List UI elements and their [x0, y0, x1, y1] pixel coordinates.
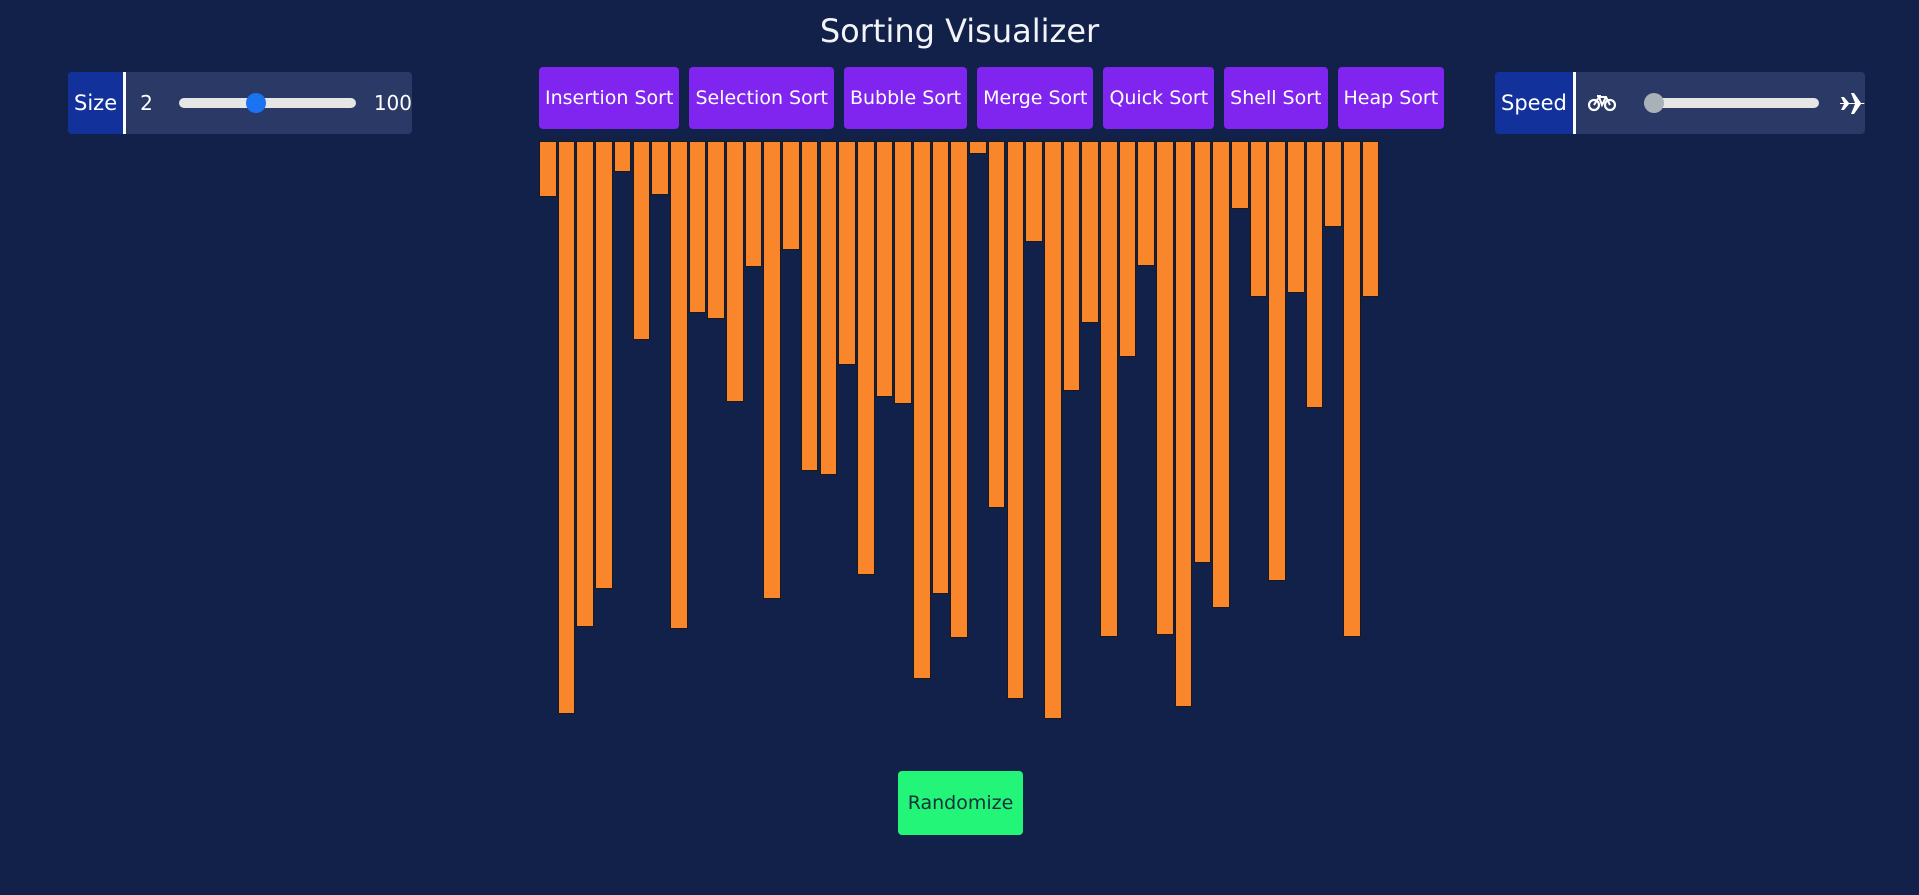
array-bar: [651, 141, 669, 195]
array-bar: [782, 141, 800, 250]
algorithm-button-heap-sort[interactable]: Heap Sort: [1337, 67, 1445, 129]
size-control: Size 2 100: [68, 72, 412, 134]
array-bar: [1287, 141, 1305, 293]
speed-label: Speed: [1495, 72, 1576, 134]
array-bar: [950, 141, 969, 638]
array-bar: [894, 141, 912, 404]
array-bar: [856, 141, 875, 575]
randomize-button[interactable]: Randomize: [898, 771, 1023, 835]
array-bar: [1230, 141, 1249, 209]
array-bar: [913, 141, 931, 679]
array-bar: [1193, 141, 1212, 563]
array-bar: [969, 141, 987, 154]
speed-slider-thumb[interactable]: [1643, 93, 1664, 113]
array-bar: [1305, 141, 1324, 408]
speed-control: Speed: [1495, 72, 1865, 134]
size-slider-thumb[interactable]: [246, 93, 267, 113]
array-bar: [800, 141, 819, 471]
array-bar: [688, 141, 707, 313]
array-bar: [875, 141, 894, 397]
array-bar: [1062, 141, 1081, 391]
size-max-value: 100: [373, 91, 412, 115]
array-bar: [539, 141, 557, 197]
algorithm-button-selection-sort[interactable]: Selection Sort: [689, 67, 834, 129]
airplane-icon: [1839, 92, 1865, 114]
array-bar: [613, 141, 632, 172]
array-bar: [576, 141, 595, 627]
array-bar: [595, 141, 613, 589]
algorithm-button-quick-sort[interactable]: Quick Sort: [1103, 67, 1215, 129]
array-bar: [931, 141, 950, 594]
array-bar: [1268, 141, 1286, 581]
array-bar: [763, 141, 782, 599]
array-bar: [557, 141, 576, 714]
array-bar: [1081, 141, 1099, 323]
algorithm-buttons: Insertion Sort Selection Sort Bubble Sort M…: [539, 67, 1445, 129]
array-bar: [1100, 141, 1118, 637]
array-bar: [1249, 141, 1268, 297]
array-bar: [1043, 141, 1062, 719]
algorithm-button-shell-sort[interactable]: Shell Sort: [1224, 67, 1328, 129]
algorithm-button-bubble-sort[interactable]: Bubble Sort: [843, 67, 968, 129]
array-bar: [1343, 141, 1361, 637]
array-bar: [669, 141, 688, 629]
array-bar: [838, 141, 856, 365]
array-bar: [632, 141, 651, 340]
array-bar: [1137, 141, 1156, 266]
page-title: Sorting Visualizer: [819, 12, 1100, 50]
algorithm-button-merge-sort[interactable]: Merge Sort: [977, 67, 1094, 129]
array-bar: [1324, 141, 1343, 227]
size-min-value: 2: [140, 91, 153, 115]
algorithm-button-insertion-sort[interactable]: Insertion Sort: [539, 67, 680, 129]
array-bar: [1006, 141, 1025, 699]
array-bar: [1174, 141, 1193, 707]
size-label: Size: [68, 72, 127, 134]
array-bar: [1156, 141, 1174, 635]
array-bar: [987, 141, 1006, 508]
array-bar: [1361, 141, 1380, 297]
array-bar: [744, 141, 763, 267]
array-bar: [1212, 141, 1230, 608]
size-slider[interactable]: [178, 93, 356, 113]
bicycle-icon: [1587, 94, 1616, 112]
array-bars: [539, 141, 1382, 721]
array-bar: [707, 141, 725, 319]
array-bar: [1025, 141, 1043, 242]
array-bar: [819, 141, 838, 475]
speed-slider[interactable]: [1643, 93, 1819, 113]
array-bar: [726, 141, 744, 402]
array-bar: [1118, 141, 1137, 357]
